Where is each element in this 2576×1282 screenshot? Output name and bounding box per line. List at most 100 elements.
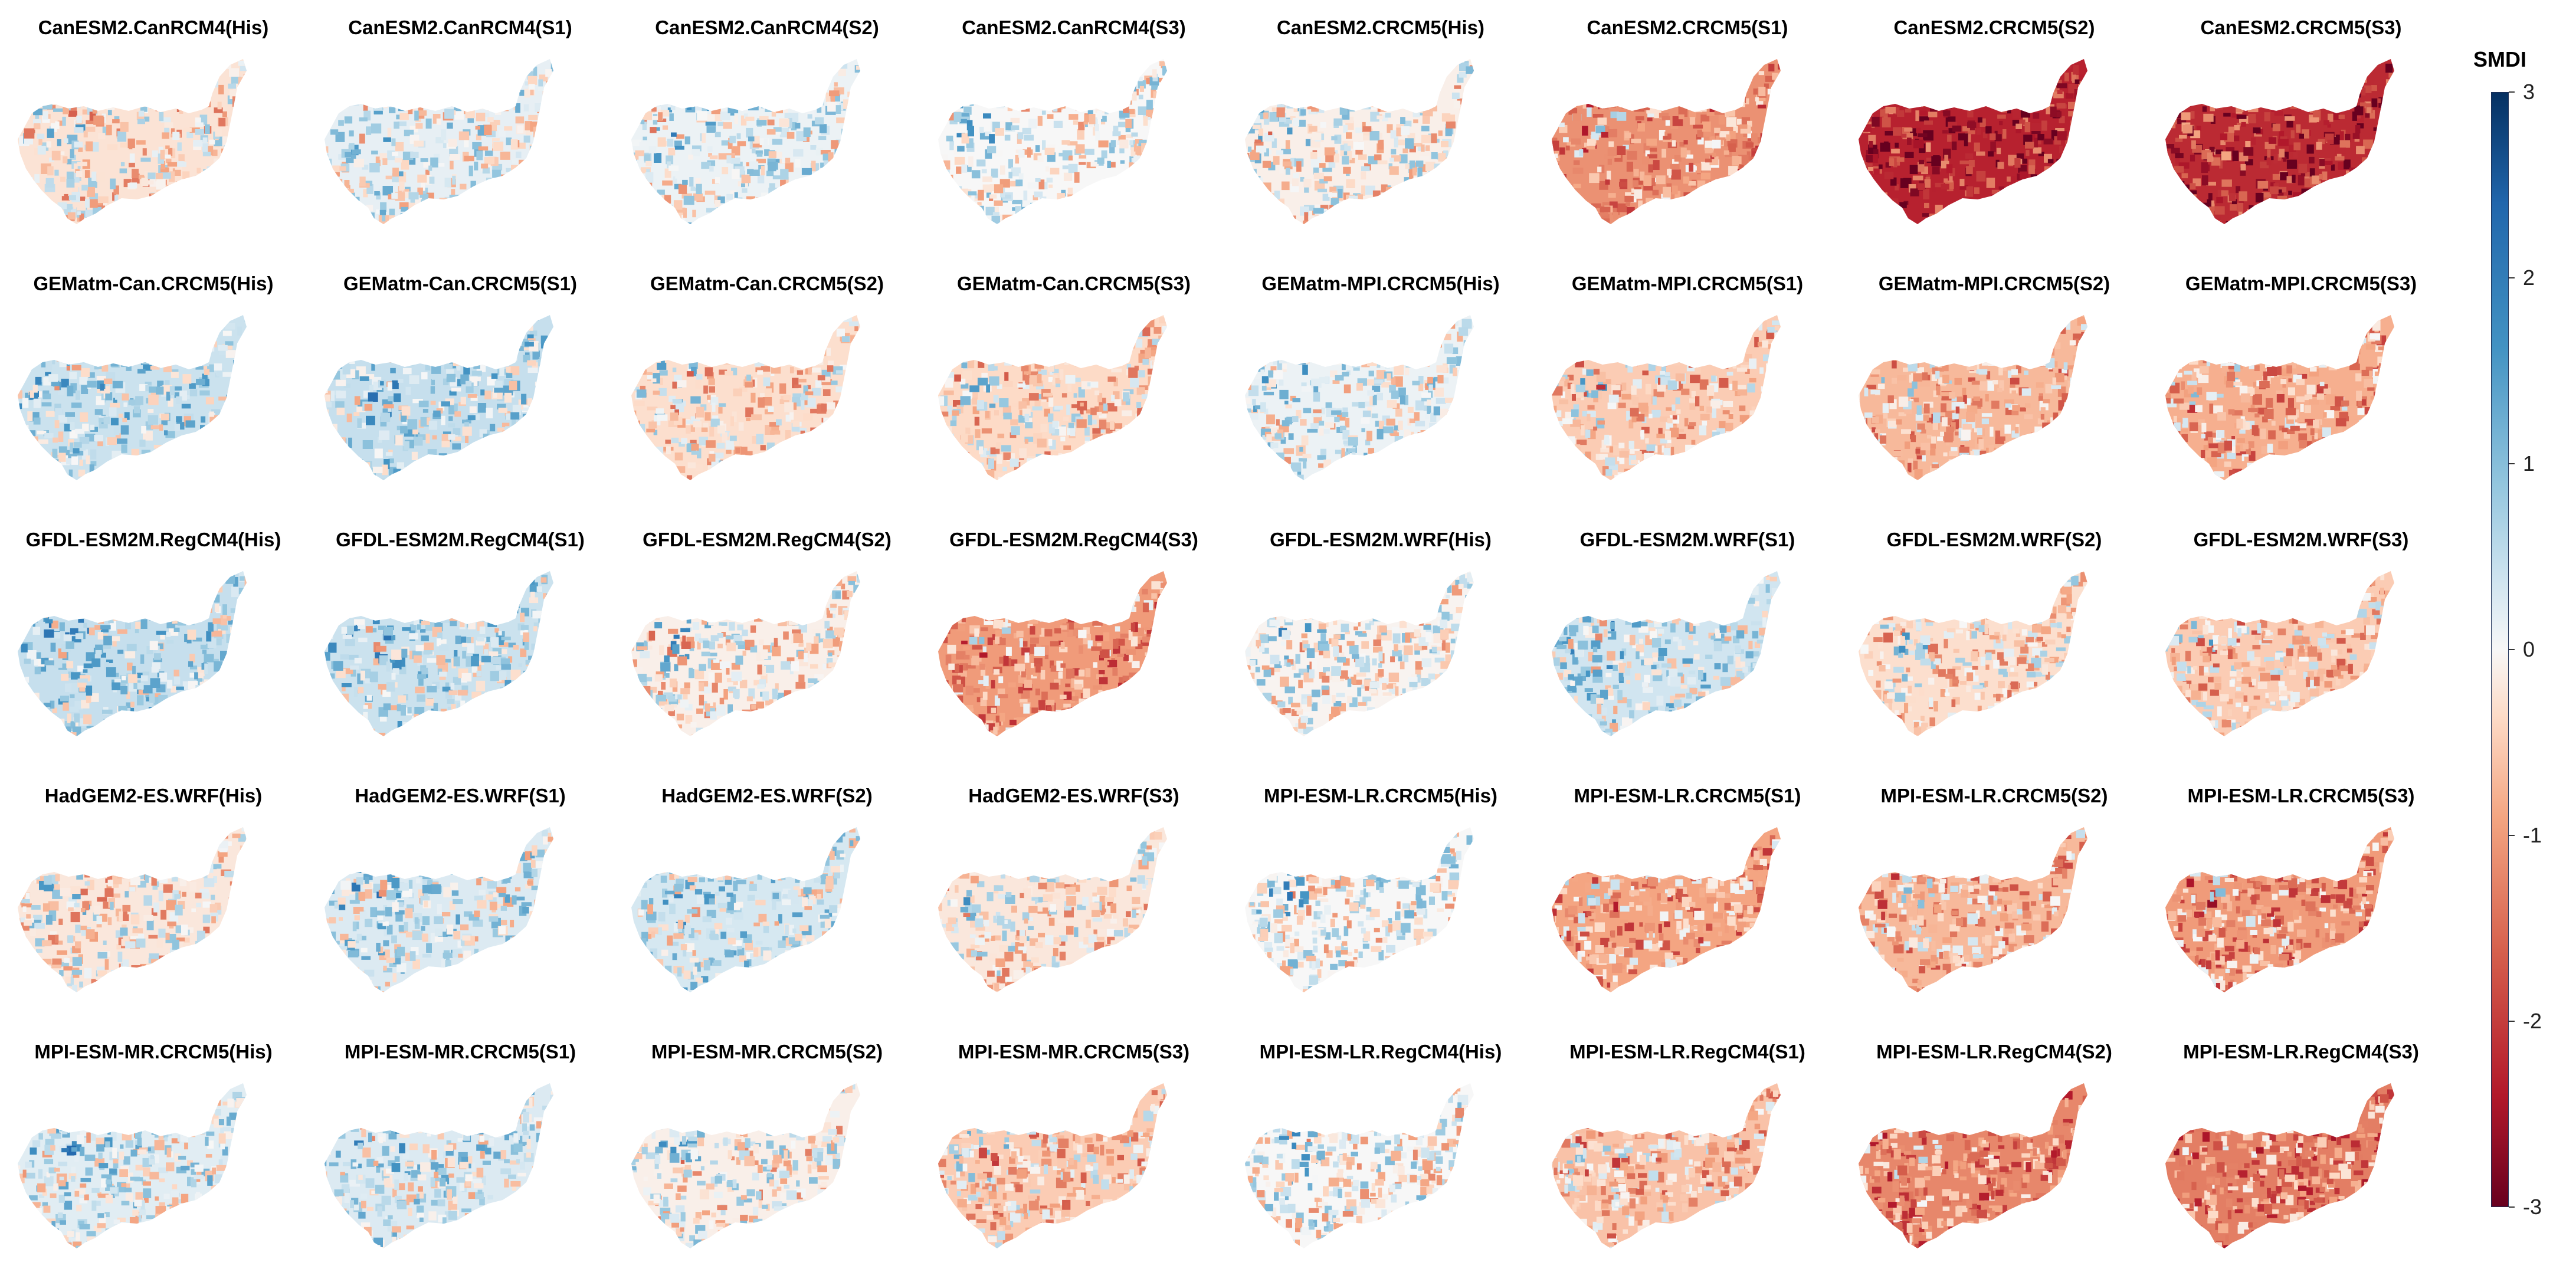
smdi-cell bbox=[687, 75, 694, 81]
smdi-cell bbox=[1667, 169, 1672, 176]
smdi-cell bbox=[232, 224, 240, 229]
smdi-cell bbox=[2020, 80, 2029, 85]
smdi-cell bbox=[1097, 219, 1103, 224]
smdi-cell bbox=[2267, 74, 2272, 83]
smdi-cell bbox=[87, 381, 97, 388]
smdi-cell bbox=[72, 321, 79, 328]
smdi-cell bbox=[388, 396, 398, 402]
smdi-cell bbox=[1587, 77, 1597, 81]
smdi-cell bbox=[176, 416, 182, 422]
smdi-cell bbox=[2074, 89, 2083, 99]
smdi-cell bbox=[1258, 94, 1264, 104]
smdi-cell bbox=[29, 321, 34, 332]
smdi-cell bbox=[1010, 117, 1020, 123]
smdi-cell bbox=[18, 96, 22, 107]
smdi-cell bbox=[1624, 132, 1631, 139]
smdi-cell bbox=[664, 195, 671, 204]
smdi-cell bbox=[1335, 70, 1342, 76]
smdi-cell bbox=[1379, 223, 1390, 224]
smdi-cell bbox=[1649, 205, 1660, 211]
smdi-cell bbox=[2243, 147, 2254, 156]
smdi-cell bbox=[214, 165, 222, 174]
smdi-cell bbox=[1748, 156, 1754, 161]
smdi-cell bbox=[520, 209, 530, 217]
smdi-cell bbox=[2219, 74, 2226, 78]
smdi-cell bbox=[645, 215, 653, 221]
smdi-cell bbox=[719, 93, 730, 100]
smdi-cell bbox=[849, 175, 858, 184]
smdi-cell bbox=[1633, 92, 1638, 97]
smdi-cell bbox=[740, 201, 748, 206]
smdi-cell bbox=[1859, 206, 1861, 212]
smdi-cell bbox=[2241, 122, 2246, 127]
smdi-cell bbox=[817, 103, 822, 113]
smdi-cell bbox=[539, 132, 545, 140]
smdi-cell bbox=[949, 140, 954, 150]
smdi-cell bbox=[2315, 93, 2320, 100]
smdi-cell bbox=[198, 80, 204, 87]
smdi-cell bbox=[1959, 160, 1970, 165]
smdi-cell bbox=[1041, 110, 1046, 115]
smdi-cell bbox=[1426, 173, 1434, 183]
smdi-cell bbox=[458, 131, 470, 140]
smdi-cell bbox=[2025, 142, 2034, 149]
smdi-cell bbox=[542, 411, 550, 421]
smdi-cell bbox=[1398, 202, 1409, 209]
smdi-cell bbox=[1145, 199, 1153, 206]
smdi-cell bbox=[2374, 80, 2383, 84]
smdi-cell bbox=[1018, 173, 1024, 180]
smdi-cell bbox=[430, 468, 437, 478]
smdi-cell bbox=[627, 173, 630, 178]
smdi-cell bbox=[1269, 112, 1279, 122]
smdi-cell bbox=[139, 471, 147, 479]
smdi-cell bbox=[230, 424, 238, 429]
smdi-cell bbox=[241, 341, 247, 350]
smdi-cell bbox=[2319, 80, 2324, 86]
smdi-cell bbox=[1468, 120, 1474, 126]
smdi-cell bbox=[1029, 84, 1040, 92]
smdi-cell bbox=[1923, 98, 1933, 107]
smdi-cell bbox=[545, 389, 550, 394]
smdi-cell bbox=[221, 448, 227, 455]
smdi-cell bbox=[1555, 156, 1560, 161]
smdi-cell bbox=[715, 177, 720, 184]
smdi-cell bbox=[325, 431, 327, 437]
smdi-cell bbox=[2207, 220, 2217, 224]
smdi-cell bbox=[190, 80, 199, 87]
smdi-cell bbox=[517, 442, 527, 450]
smdi-cell bbox=[739, 206, 746, 215]
smdi-cell bbox=[2226, 221, 2236, 224]
smdi-cell bbox=[772, 74, 782, 84]
smdi-cell bbox=[1304, 212, 1309, 221]
smdi-cell bbox=[2023, 93, 2028, 99]
smdi-cell bbox=[2306, 98, 2317, 109]
smdi-cell bbox=[184, 195, 194, 204]
smdi-cell bbox=[397, 121, 407, 126]
smdi-cell bbox=[486, 194, 491, 203]
smdi-cell bbox=[1015, 179, 1023, 186]
smdi-cell bbox=[965, 214, 972, 224]
smdi-cell bbox=[1592, 114, 1604, 118]
smdi-cell bbox=[816, 176, 825, 181]
smdi-cell bbox=[2171, 147, 2180, 154]
smdi-cell bbox=[348, 437, 352, 448]
smdi-cell bbox=[668, 66, 680, 75]
smdi-cell bbox=[507, 87, 515, 95]
smdi-cell bbox=[2087, 163, 2095, 170]
smdi-cell bbox=[2326, 205, 2334, 214]
smdi-cell bbox=[1061, 205, 1068, 214]
smdi-cell bbox=[1941, 183, 1949, 190]
smdi-cell bbox=[460, 183, 467, 190]
smdi-cell bbox=[159, 112, 164, 122]
smdi-cell bbox=[2076, 95, 2082, 106]
smdi-cell bbox=[2256, 205, 2262, 215]
smdi-cell bbox=[455, 327, 465, 338]
smdi-cell bbox=[2220, 133, 2228, 140]
smdi-cell bbox=[1111, 196, 1117, 205]
smdi-cell bbox=[359, 133, 365, 144]
smdi-cell bbox=[2211, 89, 2220, 93]
smdi-cell bbox=[761, 192, 770, 203]
map-panel: CanESM2.CanRCM4(S3) bbox=[920, 0, 1227, 256]
smdi-cell bbox=[1653, 88, 1663, 96]
smdi-cell bbox=[1976, 171, 1986, 182]
